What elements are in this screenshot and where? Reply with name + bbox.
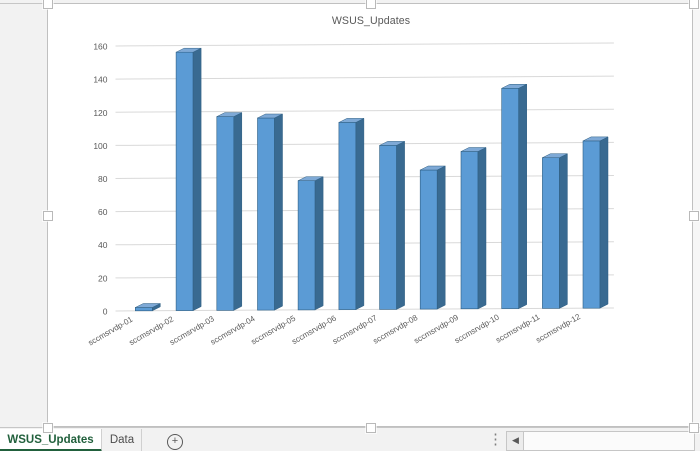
svg-text:sccmsrvdp-06: sccmsrvdp-06 <box>290 313 338 346</box>
svg-text:sccmsrvdp-02: sccmsrvdp-02 <box>127 314 175 347</box>
svg-text:sccmsrvdp-09: sccmsrvdp-09 <box>412 313 460 346</box>
svg-text:sccmsrvdp-11: sccmsrvdp-11 <box>494 312 542 345</box>
svg-text:sccmsrvdp-10: sccmsrvdp-10 <box>453 312 501 345</box>
svg-text:sccmsrvdp-05: sccmsrvdp-05 <box>249 313 297 346</box>
svg-text:sccmsrvdp-04: sccmsrvdp-04 <box>209 314 257 347</box>
svg-text:sccmsrvdp-08: sccmsrvdp-08 <box>372 313 420 346</box>
svg-text:sccmsrvdp-01: sccmsrvdp-01 <box>87 314 135 347</box>
svg-text:sccmsrvdp-03: sccmsrvdp-03 <box>168 314 216 347</box>
svg-text:sccmsrvdp-07: sccmsrvdp-07 <box>331 313 379 346</box>
svg-text:sccmsrvdp-12: sccmsrvdp-12 <box>534 312 582 345</box>
